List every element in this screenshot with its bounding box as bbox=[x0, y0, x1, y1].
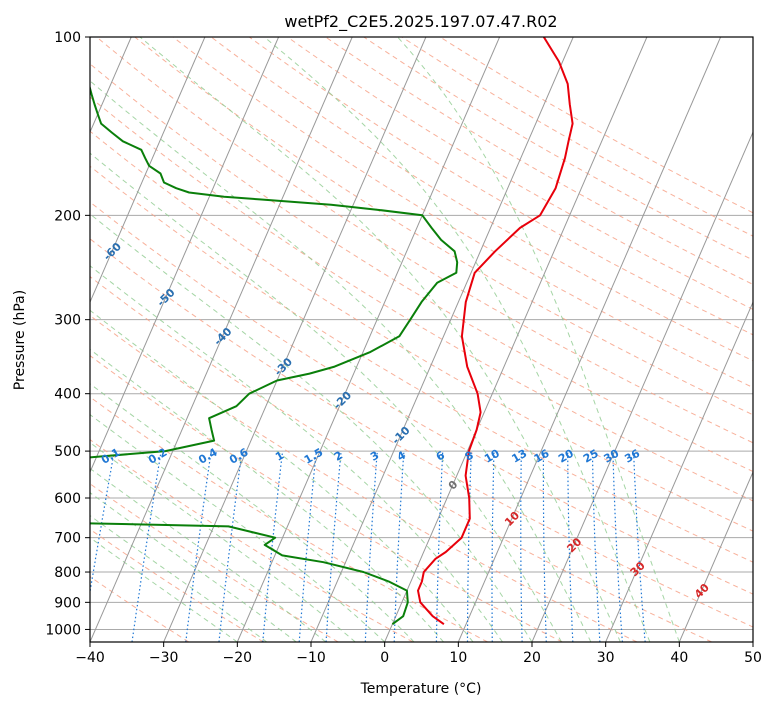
x-tick-label: 30 bbox=[597, 650, 615, 666]
x-tick-label: −40 bbox=[75, 650, 105, 666]
y-tick-label: 600 bbox=[54, 491, 81, 507]
y-tick-label: 200 bbox=[54, 208, 81, 224]
chart-title: wetPf2_C2E5.2025.197.07.47.R02 bbox=[284, 12, 557, 32]
x-tick-label: −20 bbox=[223, 650, 253, 666]
y-tick-label: 800 bbox=[54, 565, 81, 581]
y-tick-label: 500 bbox=[54, 444, 81, 460]
x-tick-label: 50 bbox=[744, 650, 762, 666]
x-tick-label: −10 bbox=[296, 650, 326, 666]
y-tick-label: 900 bbox=[54, 595, 81, 611]
y-tick-label: 700 bbox=[54, 531, 81, 547]
y-tick-label: 1000 bbox=[45, 622, 81, 638]
x-tick-label: 10 bbox=[449, 650, 467, 666]
y-tick-label: 100 bbox=[54, 30, 81, 46]
x-tick-label: 40 bbox=[670, 650, 688, 666]
x-axis-label: Temperature (°C) bbox=[360, 681, 482, 697]
y-tick-label: 300 bbox=[54, 313, 81, 329]
y-axis-label: Pressure (hPa) bbox=[12, 290, 28, 390]
x-tick-label: −30 bbox=[149, 650, 179, 666]
x-tick-label: 20 bbox=[523, 650, 541, 666]
y-tick-label: 400 bbox=[54, 387, 81, 403]
x-tick-label: 0 bbox=[380, 650, 389, 666]
